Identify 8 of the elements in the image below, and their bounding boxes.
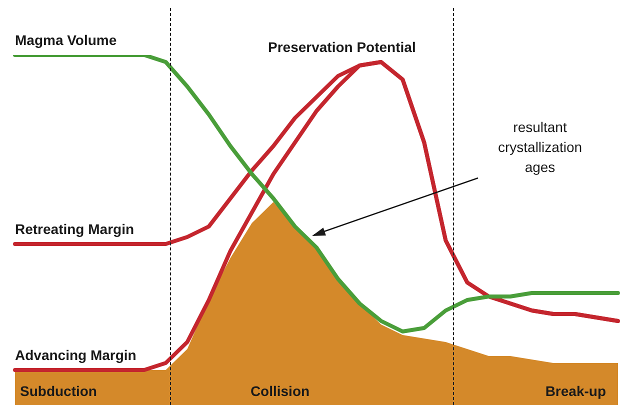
- series-label: Magma Volume: [15, 32, 117, 48]
- annotation: Preservation Potential: [268, 39, 416, 55]
- annotation: Collision: [250, 383, 310, 399]
- series-label: Advancing Margin: [15, 347, 136, 363]
- annotation: Break-up: [545, 383, 606, 399]
- series-label: Retreating Margin: [15, 221, 134, 237]
- annotation: resultant crystallization ages: [498, 119, 582, 175]
- annotation: Subduction: [20, 383, 97, 399]
